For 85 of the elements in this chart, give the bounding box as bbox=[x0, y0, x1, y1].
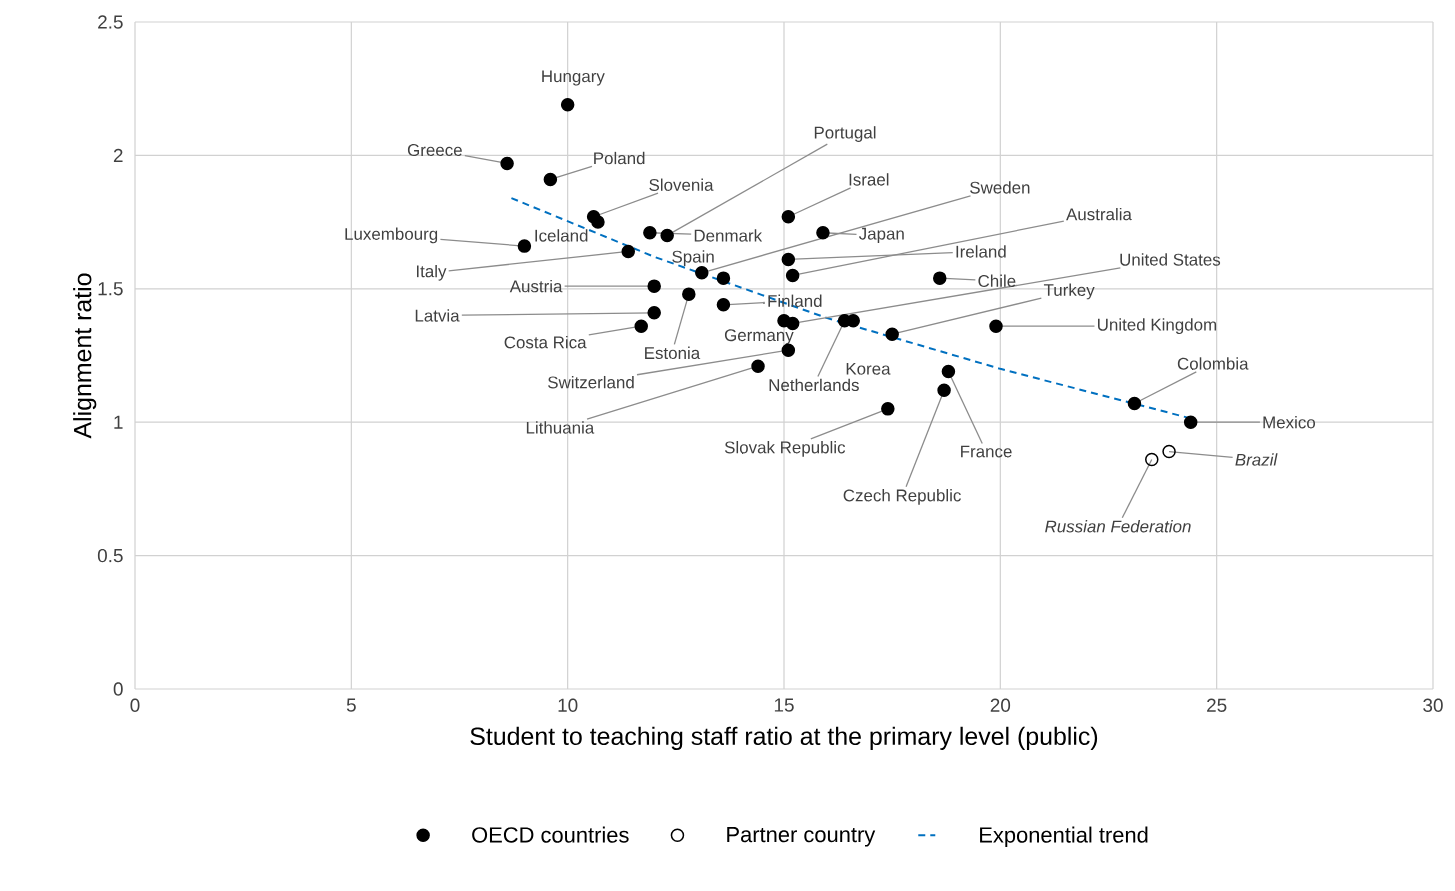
point bbox=[781, 210, 796, 224]
annotation: Iceland bbox=[535, 229, 588, 242]
annotation: Brazil bbox=[1235, 453, 1278, 466]
point bbox=[941, 364, 956, 379]
point bbox=[634, 319, 648, 333]
point bbox=[816, 226, 830, 240]
annotation: Austria bbox=[509, 279, 563, 293]
annotation: France bbox=[961, 445, 1012, 458]
y-tick-label: 0 bbox=[113, 682, 123, 696]
annotation: Estonia bbox=[645, 346, 701, 360]
annotation: Israel bbox=[849, 173, 889, 186]
point bbox=[647, 306, 661, 320]
point bbox=[1127, 396, 1142, 411]
point bbox=[1162, 444, 1176, 459]
x-axis-title: Student to teaching staff ratio at the primary level (public) bbox=[470, 726, 1098, 750]
annotation: United States bbox=[1120, 253, 1221, 266]
x-tick-label: 30 bbox=[1423, 698, 1443, 712]
annotation: Australia bbox=[1066, 207, 1132, 221]
y-tick-label: 2 bbox=[113, 148, 123, 162]
point bbox=[933, 271, 947, 285]
annotation: Greece bbox=[407, 144, 462, 157]
annotation: Turkey bbox=[1043, 283, 1095, 300]
point bbox=[660, 228, 674, 243]
x-tick-label: 20 bbox=[990, 698, 1011, 712]
point bbox=[716, 298, 731, 312]
legend-label: Exponential trend bbox=[980, 826, 1148, 848]
y-tick-label: 1 bbox=[114, 415, 123, 429]
legend-label: OECD countries bbox=[472, 826, 629, 843]
y-tick-label: 2.5 bbox=[98, 15, 123, 29]
point bbox=[885, 327, 899, 341]
point bbox=[785, 268, 800, 283]
legend-label: Partner country bbox=[727, 826, 876, 847]
point bbox=[716, 271, 731, 285]
point bbox=[695, 266, 709, 280]
annotation: Italy bbox=[416, 264, 447, 281]
annotation: Germany bbox=[724, 329, 794, 345]
annotation: Mexico bbox=[1263, 415, 1316, 429]
annotation: Latvia bbox=[415, 309, 460, 322]
annotation: Netherlands bbox=[769, 378, 859, 392]
annotation: Hungary bbox=[542, 70, 605, 86]
annotation: Costa Rica bbox=[504, 335, 587, 349]
y-tick-label: 0.5 bbox=[97, 548, 123, 563]
x-tick-label: 10 bbox=[558, 698, 578, 712]
x-tick-label: 5 bbox=[346, 698, 356, 712]
point bbox=[989, 319, 1003, 333]
point bbox=[1145, 452, 1159, 467]
y-tick-label: 1.5 bbox=[98, 282, 123, 296]
annotation: Luxembourg bbox=[345, 227, 438, 244]
point bbox=[621, 244, 635, 259]
x-tick-label: 25 bbox=[1207, 698, 1227, 712]
point bbox=[1183, 415, 1198, 429]
point bbox=[517, 239, 532, 253]
annotation: Czech Republic bbox=[843, 489, 961, 505]
point bbox=[643, 226, 657, 240]
x-tick-label: 0 bbox=[130, 698, 140, 712]
point bbox=[937, 383, 951, 397]
annotation: Colombia bbox=[1177, 357, 1249, 370]
point bbox=[591, 215, 605, 229]
point bbox=[682, 287, 696, 301]
annotation: Japan bbox=[858, 227, 904, 244]
point bbox=[647, 279, 661, 293]
annotation: Portugal bbox=[814, 126, 876, 142]
y-axis-title: Alignment ratio bbox=[73, 273, 97, 439]
annotation: Spain bbox=[672, 250, 714, 267]
annotation: Denmark bbox=[694, 229, 763, 242]
point bbox=[560, 97, 575, 112]
annotation: Korea bbox=[846, 362, 891, 375]
point bbox=[751, 359, 765, 373]
annotation: Poland bbox=[594, 151, 645, 165]
annotation: Slovak Republic bbox=[724, 440, 846, 457]
annotation: Chile bbox=[978, 274, 1016, 288]
annotation: United Kingdom bbox=[1098, 318, 1217, 335]
point bbox=[881, 402, 895, 416]
annotation: Russian Federation bbox=[1045, 520, 1191, 533]
x-tick-label: 15 bbox=[774, 698, 794, 712]
annotation: Ireland bbox=[956, 245, 1006, 258]
point bbox=[781, 343, 796, 357]
point bbox=[543, 172, 558, 187]
annotation: Lithuania bbox=[526, 421, 595, 434]
point bbox=[500, 156, 514, 171]
annotation: Switzerland bbox=[548, 375, 634, 389]
annotation: Sweden bbox=[970, 181, 1030, 194]
annotation: Slovenia bbox=[649, 178, 714, 191]
point bbox=[777, 314, 791, 328]
point bbox=[781, 252, 796, 267]
